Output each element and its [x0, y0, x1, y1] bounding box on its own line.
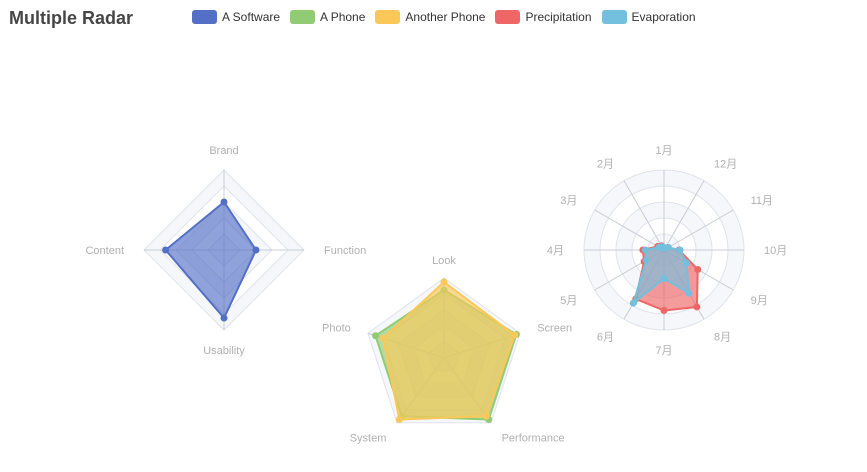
indicator-label: 12月	[714, 158, 737, 170]
indicator-label: 3月	[560, 195, 577, 207]
radar-area[interactable]	[382, 281, 516, 421]
legend-item-a-software[interactable]: A Software	[192, 10, 280, 24]
radar-point[interactable]	[220, 314, 228, 322]
radar-point[interactable]	[379, 334, 387, 342]
radar-point[interactable]	[685, 289, 693, 297]
radar-point[interactable]	[660, 274, 668, 282]
radar-axis-line	[623, 180, 665, 251]
radar-point[interactable]	[252, 246, 260, 254]
indicator-label: 8月	[714, 332, 731, 344]
legend-label: A Software	[222, 10, 281, 24]
indicator-label: 7月	[655, 345, 672, 357]
legend-swatch	[192, 10, 217, 24]
radar-axis-line	[663, 209, 734, 251]
legend-item-evaporation[interactable]: Evaporation	[601, 10, 696, 24]
indicator-label: 10月	[764, 245, 787, 257]
radar-point[interactable]	[482, 412, 490, 420]
legend: A Software A Phone Another Phone Precipi…	[192, 10, 696, 24]
radar-point[interactable]	[693, 303, 701, 311]
legend-label: Another Phone	[405, 10, 486, 24]
indicator-label: 1月	[655, 145, 672, 157]
radar-point[interactable]	[642, 256, 650, 264]
legend-label: Evaporation	[631, 10, 696, 24]
radar-axis-line	[594, 209, 665, 251]
indicator-label: 2月	[597, 158, 614, 170]
radar-axis-line	[663, 180, 705, 251]
legend-swatch	[495, 10, 521, 24]
radar-chart-3: 1月 2月 3月 4月 5月 6月 7月 8月 9月 10月 11月 12月	[547, 145, 787, 357]
indicator-label: 9月	[751, 295, 768, 307]
radar-point[interactable]	[511, 331, 519, 339]
radar-point[interactable]	[676, 246, 684, 254]
legend-label: A Phone	[320, 10, 366, 24]
radar-point[interactable]	[372, 332, 380, 340]
radar-point[interactable]	[162, 246, 170, 254]
indicator-label: 5月	[560, 295, 577, 307]
radar-point[interactable]	[660, 306, 668, 314]
radar-series-another-phone[interactable]	[379, 278, 519, 423]
indicator-label: 11月	[751, 195, 773, 207]
indicator-label: System	[350, 432, 387, 444]
legend-swatch	[601, 10, 627, 24]
indicator-label: Brand	[209, 145, 238, 157]
legend-swatch	[290, 10, 316, 24]
indicator-label: Photo	[322, 323, 351, 335]
legend-label: Precipitation	[525, 10, 592, 24]
radar-series-evaporation[interactable]	[629, 243, 693, 307]
radar-chart-2: Look Photo System Performance Screen	[322, 255, 572, 444]
radar-point[interactable]	[220, 198, 228, 206]
radar-point[interactable]	[629, 299, 637, 307]
indicator-label: Content	[85, 245, 124, 257]
radar-series-a-software[interactable]	[162, 198, 260, 322]
chart-title: Multiple Radar	[9, 8, 134, 28]
radar-point[interactable]	[655, 243, 663, 251]
radar-point[interactable]	[440, 278, 448, 286]
indicator-label: Screen	[537, 323, 572, 335]
legend-item-another-phone[interactable]: Another Phone	[375, 10, 485, 24]
indicator-label: Usability	[203, 345, 245, 357]
legend-item-a-phone[interactable]: A Phone	[290, 10, 365, 24]
radar-point[interactable]	[661, 244, 669, 252]
legend-swatch	[375, 10, 401, 24]
radar-point[interactable]	[694, 265, 702, 273]
radar-point[interactable]	[395, 415, 403, 423]
indicator-label: Performance	[502, 432, 565, 444]
indicator-label: 4月	[547, 245, 564, 257]
radar-point[interactable]	[683, 259, 691, 267]
legend-item-precipitation[interactable]: Precipitation	[495, 10, 592, 24]
indicator-label: Function	[324, 245, 366, 257]
radar-chart-1: Brand Content Usability Function	[85, 145, 366, 357]
radar-point[interactable]	[641, 246, 649, 254]
indicator-label: 6月	[597, 332, 614, 344]
indicator-label: Look	[432, 255, 456, 267]
